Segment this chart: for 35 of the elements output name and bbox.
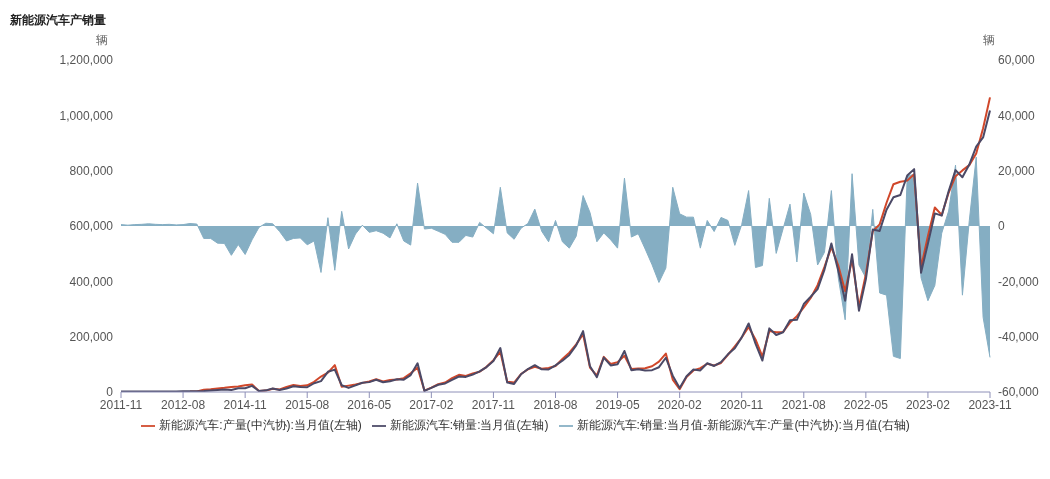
y2-axis-title: 辆	[983, 32, 995, 49]
y2-tick-label: 40,000	[998, 108, 1036, 123]
y-tick-label: 200,000	[69, 329, 114, 344]
y2-tick-label: 60,000	[998, 53, 1036, 68]
x-tick-label: 2011-11	[99, 397, 143, 412]
x-tick-label: 2019-05	[595, 397, 640, 412]
y-tick-label: 1,000,000	[59, 108, 114, 123]
y-tick-label: 600,000	[69, 219, 114, 234]
x-tick-label: 2015-08	[285, 397, 330, 412]
x-tick-label: 2020-02	[657, 397, 702, 412]
legend-label: 新能源汽车:销量:当月值(左轴)	[389, 418, 549, 432]
x-tick-label: 2022-05	[843, 397, 889, 412]
chart-title: 新能源汽车产销量	[10, 12, 106, 29]
x-tick-label: 2012-08	[161, 397, 206, 412]
y2-tick-label: -60,000	[998, 385, 1040, 400]
y-tick-label: 400,000	[69, 274, 114, 289]
y2-tick-label: 0	[998, 219, 1005, 234]
x-tick-label: 2021-08	[781, 397, 827, 412]
x-tick-label: 2018-08	[533, 397, 578, 412]
y-axis-title: 辆	[96, 32, 108, 49]
y-tick-label: 0	[106, 385, 114, 400]
x-tick-label: 2023-11	[968, 397, 1012, 412]
y2-tick-label: -20,000	[998, 274, 1040, 289]
y2-tick-label: -40,000	[998, 329, 1040, 344]
y-tick-label: 800,000	[69, 163, 114, 178]
x-tick-label: 2017-02	[409, 397, 454, 412]
x-tick-label: 2014-11	[223, 397, 268, 412]
x-tick-label: 2017-11	[471, 397, 516, 412]
x-tick-label: 2023-02	[905, 397, 951, 412]
y-tick-label: 1,200,000	[59, 53, 114, 68]
legend-label: 新能源汽车:产量(中汽协):当月值(左轴)	[159, 418, 362, 432]
x-tick-label: 2020-11	[720, 397, 764, 412]
x-tick-label: 2016-05	[347, 397, 392, 412]
legend-label: 新能源汽车:销量:当月值-新能源汽车:产量(中汽协):当月值(右轴)	[576, 418, 910, 432]
y2-tick-label: 20,000	[998, 163, 1036, 178]
